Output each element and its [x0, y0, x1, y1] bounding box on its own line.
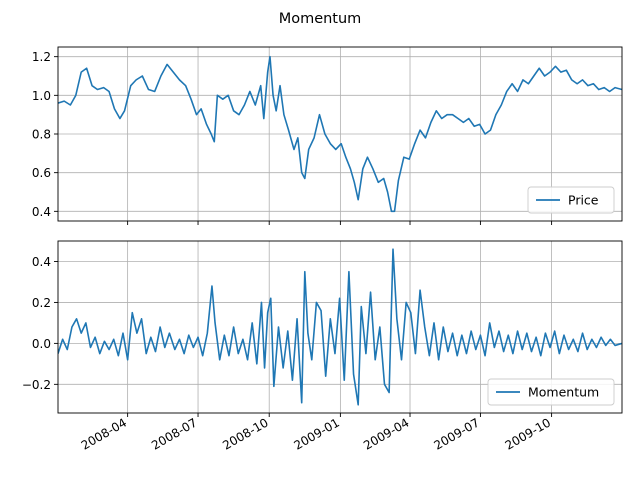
legend-box [487, 378, 615, 406]
x-tick-label: 2008-10 [220, 415, 270, 452]
series-line-momentum [58, 248, 622, 406]
momentum-panel: −0.2 0.0 0.2 0.4 2008-04 2008-07 2008-10 2009-0… [22, 240, 623, 453]
series-line-price [58, 55, 622, 213]
y-tick-label: 0.0 [32, 337, 51, 351]
figure-title: Momentum [279, 11, 362, 27]
legend-box [527, 186, 615, 214]
y-tick-label: 0.4 [32, 255, 51, 269]
y-tick-label: 1.0 [32, 89, 51, 103]
x-tick-label: 2008-04 [79, 415, 129, 452]
y-tick-label: −0.2 [22, 378, 51, 392]
x-tick-label: 2009-10 [503, 415, 553, 452]
price-panel: 0.4 0.6 0.8 1.0 1.2 Price [32, 46, 623, 225]
x-tick-label: 2009-01 [291, 415, 341, 452]
x-tick-label: 2009-04 [361, 415, 411, 452]
x-tick-label: 2009-07 [431, 415, 481, 452]
legend-label: Price [568, 193, 599, 208]
y-tick-label: 0.4 [32, 205, 51, 219]
y-tick-label: 0.6 [32, 166, 51, 180]
legend-label: Momentum [528, 385, 599, 400]
x-tick-label: 2008-07 [149, 415, 199, 452]
y-tick-label: 1.2 [32, 50, 51, 64]
y-tick-label: 0.2 [32, 296, 51, 310]
y-tick-label: 0.8 [32, 128, 51, 142]
